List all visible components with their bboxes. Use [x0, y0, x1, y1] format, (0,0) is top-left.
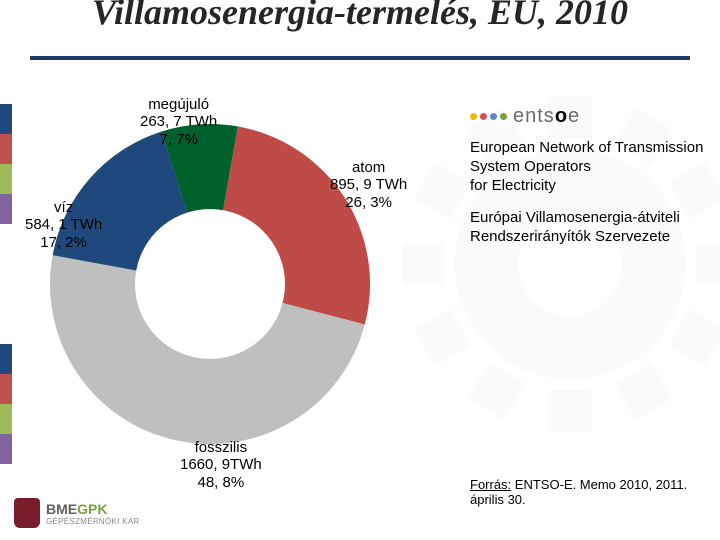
side-stripe [0, 164, 12, 194]
side-stripe [0, 194, 12, 224]
logo-dot [500, 113, 507, 120]
slice-label-viz: víz 584, 1 TWh 17, 2% [25, 199, 102, 251]
title-rule [30, 56, 690, 60]
side-stripe [0, 104, 12, 134]
side-stripe [0, 434, 12, 464]
donut-chart: atom 895, 9 TWh 26, 3%fosszilis 1660, 9T… [30, 104, 390, 464]
slice-label-fosszilis: fosszilis 1660, 9TWh 48, 8% [180, 439, 262, 491]
bme-crest-icon [14, 498, 40, 528]
side-stripe [0, 344, 12, 374]
right-column: entsoe European Network of Transmission … [470, 104, 710, 261]
side-stripe [0, 404, 12, 434]
logo-dot [490, 113, 497, 120]
page-title: Villamosenergia-termelés, EU, 2010 [0, 0, 720, 32]
logo-dot [470, 113, 477, 120]
slice-label-megujulo: megújuló 263, 7 TWh 7, 7% [140, 96, 217, 148]
entsoe-desc-en: European Network of Transmission System … [470, 139, 710, 195]
chart-stage: atom 895, 9 TWh 26, 3% fosszilis 1660, 9T… [0, 94, 720, 514]
side-stripe [0, 134, 12, 164]
source-citation: Forrás: ENTSO-E. Memo 2010, 2011. áprili… [470, 477, 710, 508]
side-stripe [0, 374, 12, 404]
entsoe-logo: entsoe [470, 104, 710, 129]
entsoe-logo-text: entsoe [513, 104, 580, 129]
slice-label-atom: atom 895, 9 TWh 26, 3% [330, 159, 407, 211]
entsoe-desc-hu: Európai Villamosenergia-átviteli Rendsze… [470, 209, 710, 247]
logo-dot [480, 113, 487, 120]
bme-footer-logo: BMEGPK GÉPÉSZMÉRNÖKI KAR [14, 498, 140, 528]
